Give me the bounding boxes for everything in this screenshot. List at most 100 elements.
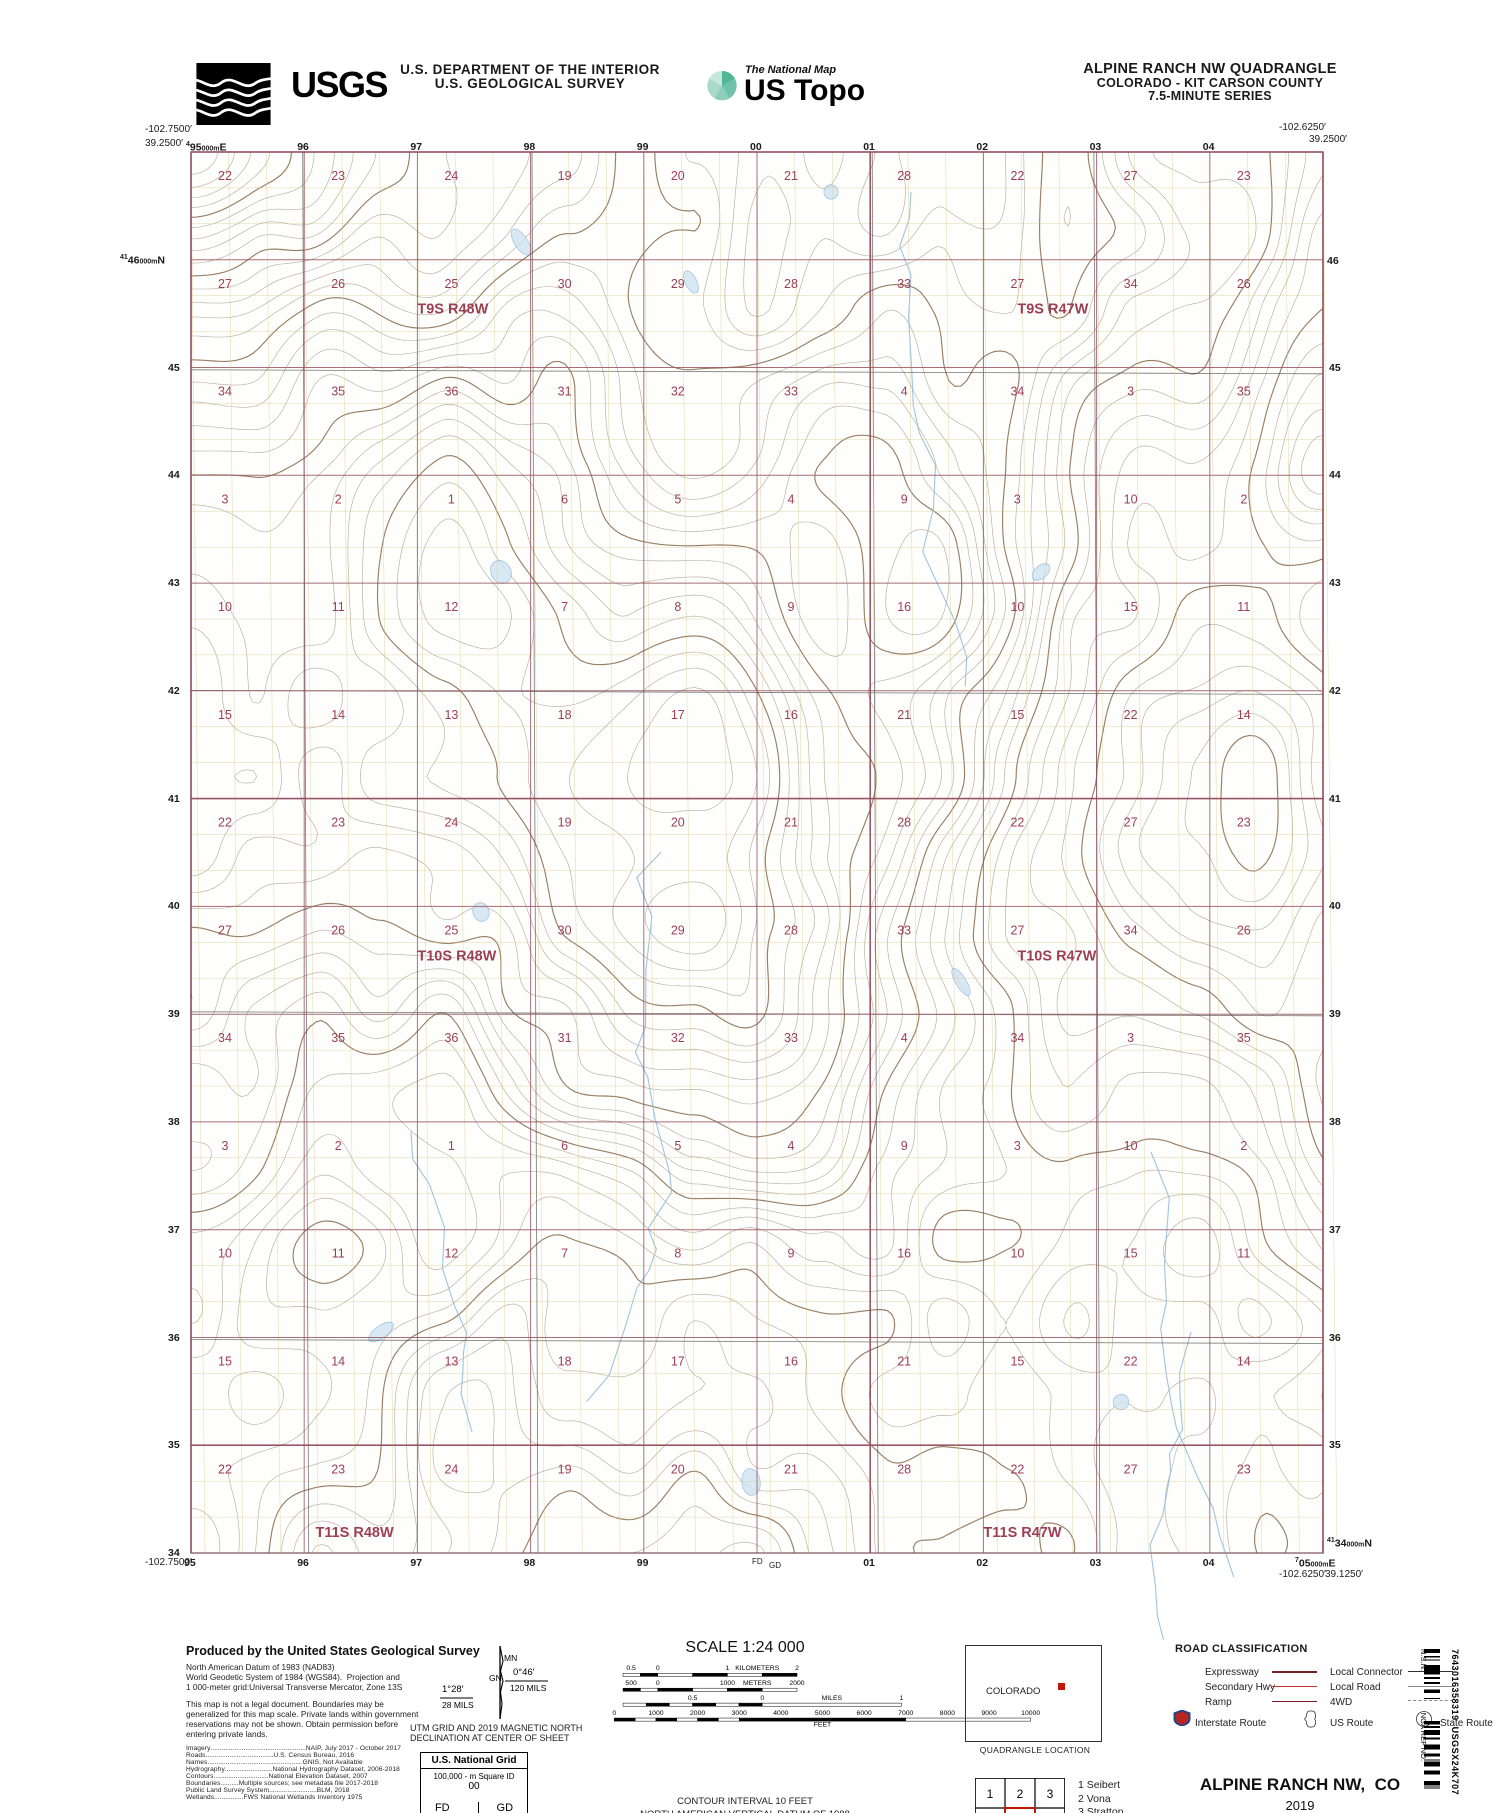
svg-text:20: 20 [671,816,685,830]
svg-text:18: 18 [558,708,572,722]
svg-text:6: 6 [561,1139,568,1153]
svg-text:24: 24 [444,169,458,183]
svg-text:15: 15 [1124,1247,1138,1261]
svg-text:500: 500 [625,1680,637,1687]
svg-text:4: 4 [788,1139,795,1153]
svg-text:15: 15 [1124,600,1138,614]
svg-text:2: 2 [335,1139,342,1153]
svg-text:28: 28 [897,169,911,183]
svg-text:1: 1 [726,1665,730,1672]
svg-text:7: 7 [561,600,568,614]
svg-text:27: 27 [1124,169,1138,183]
svg-text:14: 14 [1237,708,1251,722]
svg-text:34: 34 [1124,923,1138,937]
svg-text:3: 3 [222,492,229,506]
svg-text:21: 21 [784,1462,798,1476]
svg-text:25: 25 [444,277,458,291]
svg-text:T10S R47W: T10S R47W [1017,948,1096,964]
svg-text:4000: 4000 [773,1710,788,1717]
svg-text:9: 9 [901,492,908,506]
svg-text:21: 21 [784,816,798,830]
svg-text:22: 22 [1010,1462,1024,1476]
svg-text:31: 31 [558,1031,572,1045]
svg-text:8: 8 [674,600,681,614]
svg-text:2: 2 [1240,492,1247,506]
svg-text:14: 14 [331,1355,345,1369]
svg-text:6000: 6000 [857,1710,872,1717]
svg-text:19: 19 [558,816,572,830]
svg-text:36: 36 [444,385,458,399]
svg-text:18: 18 [558,1355,572,1369]
svg-text:34: 34 [1010,1031,1024,1045]
svg-text:11: 11 [332,1247,345,1261]
svg-text:10: 10 [1010,1247,1024,1261]
svg-text:5: 5 [674,1139,681,1153]
svg-text:12: 12 [444,600,458,614]
svg-text:4: 4 [788,492,795,506]
svg-text:28: 28 [897,1462,911,1476]
svg-text:6: 6 [561,492,568,506]
svg-text:T9S R47W: T9S R47W [1017,302,1088,318]
svg-text:23: 23 [1237,816,1251,830]
svg-text:8: 8 [674,1247,681,1261]
svg-text:35: 35 [1237,1031,1251,1045]
svg-text:0: 0 [656,1665,660,1672]
svg-text:28: 28 [784,923,798,937]
svg-text:27: 27 [1124,1462,1138,1476]
svg-text:10: 10 [218,600,232,614]
svg-text:17: 17 [671,708,685,722]
svg-text:26: 26 [1237,277,1251,291]
svg-text:2: 2 [335,492,342,506]
svg-text:13: 13 [444,708,458,722]
svg-text:30: 30 [558,277,572,291]
svg-text:KILOMETERS: KILOMETERS [735,1665,779,1672]
svg-text:22: 22 [218,816,232,830]
svg-text:2: 2 [1240,1139,1247,1153]
svg-text:2000: 2000 [789,1680,804,1687]
svg-text:32: 32 [671,385,685,399]
svg-text:16: 16 [784,708,798,722]
svg-text:10: 10 [1124,1139,1138,1153]
svg-text:21: 21 [897,708,911,722]
svg-text:20: 20 [671,169,685,183]
svg-text:26: 26 [1237,923,1251,937]
svg-text:17: 17 [671,1355,685,1369]
svg-text:GN: GN [489,1673,502,1683]
svg-text:28: 28 [784,277,798,291]
svg-text:9: 9 [788,1247,795,1261]
svg-text:8000: 8000 [940,1710,955,1717]
svg-text:16: 16 [897,1247,911,1261]
svg-text:22: 22 [1010,816,1024,830]
svg-text:20: 20 [671,1462,685,1476]
svg-text:19: 19 [558,169,572,183]
svg-text:35: 35 [1237,385,1251,399]
svg-text:23: 23 [331,169,345,183]
svg-text:35: 35 [331,1031,345,1045]
svg-text:T11S R47W: T11S R47W [983,1525,1061,1541]
svg-text:1°28′: 1°28′ [442,1684,464,1695]
svg-text:1000: 1000 [648,1710,663,1717]
svg-text:29: 29 [671,923,685,937]
svg-text:25: 25 [444,923,458,937]
svg-text:27: 27 [1010,277,1024,291]
svg-text:33: 33 [897,277,911,291]
svg-text:31: 31 [558,385,572,399]
svg-text:21: 21 [784,169,798,183]
svg-text:0: 0 [612,1710,616,1717]
svg-text:23: 23 [331,816,345,830]
svg-text:16: 16 [897,600,911,614]
svg-text:15: 15 [218,708,232,722]
svg-text:33: 33 [784,385,798,399]
svg-text:28 MILS: 28 MILS [442,1700,474,1710]
svg-text:120 MILS: 120 MILS [510,1683,547,1693]
svg-text:T9S R48W: T9S R48W [417,302,488,318]
svg-text:26: 26 [331,277,345,291]
svg-text:9: 9 [788,600,795,614]
svg-text:7: 7 [561,1247,568,1261]
svg-text:34: 34 [1124,277,1138,291]
svg-text:27: 27 [218,277,232,291]
svg-text:33: 33 [897,923,911,937]
svg-text:0°46′: 0°46′ [513,1667,535,1678]
svg-text:22: 22 [1010,169,1024,183]
svg-text:0.5: 0.5 [688,1695,698,1702]
